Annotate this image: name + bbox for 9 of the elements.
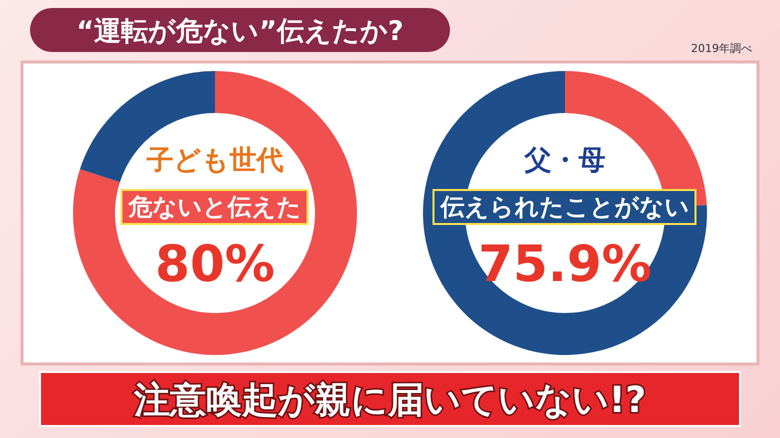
text: 注意喚起が親に届いていない!? xyxy=(132,380,646,421)
slice-label: 伝えられたことがない xyxy=(440,193,690,221)
text: 2019年調べ xyxy=(691,42,752,55)
data-label: 75.9% xyxy=(478,235,652,293)
text: 子ども世代 xyxy=(146,145,284,176)
text: “運転が危ない”伝えたか? xyxy=(76,16,404,47)
data-label: 80% xyxy=(155,235,275,293)
text: 父・母 xyxy=(524,145,606,176)
slice-label: 危ないと伝えた xyxy=(128,193,302,221)
